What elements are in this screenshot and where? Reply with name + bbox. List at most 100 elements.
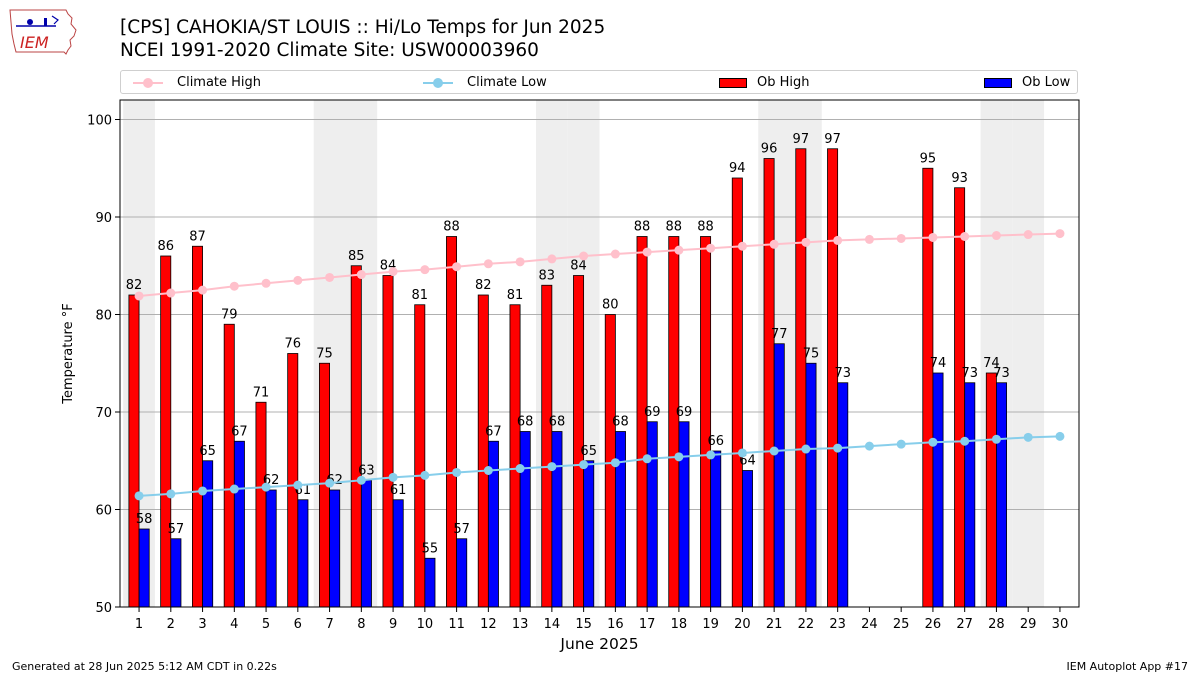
climate-low-point [1023,432,1033,442]
ob-high-bar [287,353,299,608]
x-tick-label: 22 [798,617,815,632]
ob-low-bar [741,470,753,608]
y-tick-label: 90 [95,211,112,226]
climate-low-point [833,443,843,453]
x-tick-label: 21 [766,617,783,632]
climate-low-point [547,462,557,472]
ob-low-bar [805,362,817,608]
legend-item-climate-high: Climate High [133,74,261,92]
ob-high-bar [414,304,426,608]
x-tick-label: 3 [198,617,206,632]
ob-high-label: 87 [189,229,206,244]
climate-high-point [356,270,366,280]
ob-high-label: 81 [507,288,524,303]
x-tick-label: 11 [448,617,465,632]
ob-high-bar [255,401,267,608]
x-tick-label: 30 [1052,617,1069,632]
ob-low-label: 67 [485,424,502,439]
ob-high-bar [763,158,775,608]
ob-low-bar [583,460,595,608]
ob-low-bar [710,450,722,608]
ob-high-label: 88 [443,220,460,235]
climate-low-point [198,486,208,496]
climate-high-point [960,232,970,241]
y-tick-label: 100 [87,114,112,129]
climate-low-point [261,482,271,492]
climate-low-point [579,460,589,470]
x-tick-label: 6 [294,617,302,632]
x-tick-label: 10 [417,617,434,632]
ob-low-bar [329,489,341,608]
ob-low-bar [964,382,976,608]
ob-low-label: 77 [771,327,788,342]
climate-low-point [420,470,430,480]
x-tick-label: 23 [829,617,846,632]
y-tick-label: 80 [95,309,112,324]
legend-label-climate-high: Climate High [177,75,262,90]
climate-high-point [261,278,271,288]
climate-high-point [928,232,938,242]
ob-low-label: 55 [422,541,439,556]
ob-low-label: 57 [168,522,185,537]
x-tick-label: 28 [988,617,1005,632]
climate-low-point [483,466,493,475]
ob-high-bar [541,284,553,608]
ob-high-bar [223,323,235,608]
climate-low-point [642,454,652,464]
ob-high-label: 86 [157,239,174,254]
climate-low-point [896,439,906,449]
ob-high-swatch-icon [719,77,747,88]
climate-high-point [579,251,589,261]
generated-timestamp: Generated at 28 Jun 2025 5:12 AM CDT in … [12,660,277,673]
ob-high-label: 88 [666,220,683,235]
ob-high-bar [477,294,489,608]
ob-low-label: 66 [707,434,724,449]
climate-low-point [960,436,970,446]
ob-low-label: 73 [961,366,978,381]
ob-high-label: 96 [761,142,778,157]
ob-low-label: 65 [199,444,216,459]
climate-low-point [801,444,811,454]
climate-high-point [229,281,239,291]
climate-low-point [166,489,176,499]
climate-low-point [356,475,366,485]
ob-high-label: 79 [221,307,238,322]
x-tick-label: 15 [575,617,592,632]
legend-item-climate-low: Climate Low [423,74,547,92]
ob-low-bar [170,538,182,608]
legend-label-climate-low: Climate Low [467,75,547,90]
y-tick-label: 70 [95,406,112,421]
climate-high-marker-icon [143,78,153,88]
ob-low-label: 63 [358,463,375,478]
climate-low-point [769,446,779,456]
ob-high-label: 97 [793,132,810,147]
climate-low-point [674,452,684,462]
x-tick-label: 14 [544,617,561,632]
ob-high-label: 95 [920,151,937,166]
ob-high-label: 83 [539,268,556,283]
climate-low-point [737,448,747,458]
x-tick-label: 26 [925,617,942,632]
climate-low-point [452,467,462,477]
x-axis-label: June 2025 [559,635,638,653]
climate-high-point [896,233,906,243]
plot-frame [119,99,1080,608]
ob-high-label: 93 [951,171,968,186]
ob-high-label: 71 [253,385,270,400]
climate-high-point [801,237,811,247]
ob-low-bar [519,431,531,608]
climate-high-point [991,231,1001,241]
climate-low-point [610,458,620,468]
ob-high-label: 88 [697,220,714,235]
ob-high-bar [700,236,712,608]
climate-high-point [737,241,747,251]
ob-low-label: 74 [930,356,947,371]
climate-high-point [674,245,684,255]
ob-low-bar [392,499,404,608]
climate-high-point [833,235,843,245]
climate-low-point [864,441,874,451]
ob-high-label: 76 [284,337,301,352]
logo-text: IEM [20,33,49,52]
chart-title: [CPS] CAHOKIA/ST LOUIS :: Hi/Lo Temps fo… [120,17,606,38]
